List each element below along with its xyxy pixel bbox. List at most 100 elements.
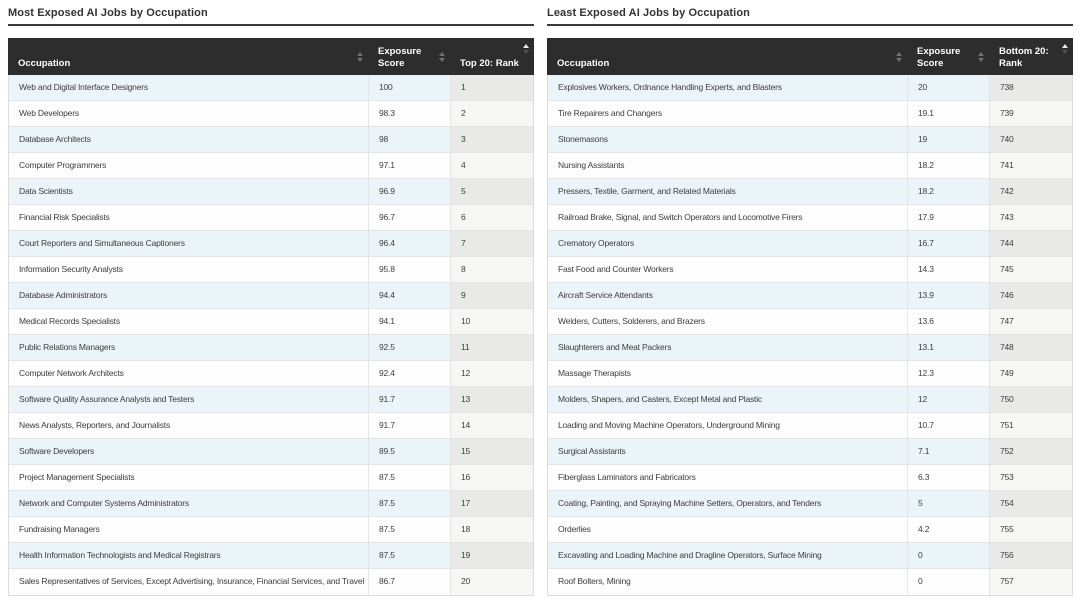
table-row: Computer Programmers 97.1 4 [9,153,533,179]
column-header-exposure-score[interactable]: Exposure Score [368,38,450,75]
score-cell: 19 [907,127,989,152]
column-header-occupation[interactable]: Occupation [547,38,907,75]
rank-cell: 11 [450,335,533,360]
table-row: Excavating and Loading Machine and Dragl… [548,543,1072,569]
rank-cell: 755 [989,517,1072,542]
table-row: Molders, Shapers, and Casters, Except Me… [548,387,1072,413]
table-row: Nursing Assistants 18.2 741 [548,153,1072,179]
score-cell: 13.9 [907,283,989,308]
score-cell: 97.1 [368,153,450,178]
occupation-cell: Aircraft Service Attendants [558,290,653,300]
rank-cell: 752 [989,439,1072,464]
column-header-label: Exposure Score [378,46,422,69]
occupation-cell: Public Relations Managers [19,342,116,352]
occupation-cell: Fundraising Managers [19,524,100,534]
table-row: Database Administrators 94.4 9 [9,283,533,309]
table-row: Stonemasons 19 740 [548,127,1072,153]
score-cell: 92.4 [368,361,450,386]
occupation-cell: Roof Bolters, Mining [558,576,631,586]
occupation-cell: News Analysts, Reporters, and Journalist… [19,420,171,430]
column-header-bottom20-rank[interactable]: Bottom 20: Rank [989,38,1073,75]
rank-cell: 9 [450,283,533,308]
rank-cell: 756 [989,543,1072,568]
occupation-cell: Sales Representatives of Services, Excep… [19,576,365,586]
table-row: Court Reporters and Simultaneous Caption… [9,231,533,257]
rank-cell: 7 [450,231,533,256]
table-row: Health Information Technologists and Med… [9,543,533,569]
table-header-row: Occupation Exposure Score Top 20: Rank [8,38,534,75]
table-body: Explosives Workers, Ordnance Handling Ex… [547,75,1073,596]
score-cell: 92.5 [368,335,450,360]
sort-asc-icon [1062,44,1068,54]
score-cell: 16.7 [907,231,989,256]
rank-cell: 15 [450,439,533,464]
rank-cell: 10 [450,309,533,334]
score-cell: 87.5 [368,543,450,568]
table-row: Software Quality Assurance Analysts and … [9,387,533,413]
table-row: Sales Representatives of Services, Excep… [9,569,533,595]
table-row: Roof Bolters, Mining 0 757 [548,569,1072,595]
occupation-cell: Court Reporters and Simultaneous Caption… [19,238,185,248]
score-cell: 91.7 [368,387,450,412]
table-title-most-exposed: Most Exposed AI Jobs by Occupation [8,0,534,26]
score-cell: 0 [907,543,989,568]
rank-cell: 739 [989,101,1072,126]
score-cell: 86.7 [368,569,450,595]
occupation-cell: Fast Food and Counter Workers [558,264,674,274]
column-header-label: Occupation [557,57,610,69]
column-header-occupation[interactable]: Occupation [8,38,368,75]
score-cell: 87.5 [368,491,450,516]
occupation-cell: Railroad Brake, Signal, and Switch Opera… [558,212,803,222]
rank-cell: 3 [450,127,533,152]
occupation-cell: Software Quality Assurance Analysts and … [19,394,195,404]
rank-cell: 757 [989,569,1072,595]
rank-cell: 14 [450,413,533,438]
least-exposed-table: Occupation Exposure Score Bottom 20: Ran… [547,38,1073,596]
occupation-cell: Computer Network Architects [19,368,124,378]
table-row: Network and Computer Systems Administrat… [9,491,533,517]
score-cell: 96.4 [368,231,450,256]
table-row: Tire Repairers and Changers 19.1 739 [548,101,1072,127]
table-row: Orderlies 4.2 755 [548,517,1072,543]
table-row: Surgical Assistants 7.1 752 [548,439,1072,465]
rank-cell: 5 [450,179,533,204]
occupation-cell: Pressers, Textile, Garment, and Related … [558,186,736,196]
score-cell: 94.4 [368,283,450,308]
rank-cell: 748 [989,335,1072,360]
rank-cell: 753 [989,465,1072,490]
table-row: Software Developers 89.5 15 [9,439,533,465]
column-header-top20-rank[interactable]: Top 20: Rank [450,38,534,75]
score-cell: 12.3 [907,361,989,386]
table-row: Fundraising Managers 87.5 18 [9,517,533,543]
column-header-label: Exposure Score [917,46,961,69]
table-row: Financial Risk Specialists 96.7 6 [9,205,533,231]
table-row: Loading and Moving Machine Operators, Un… [548,413,1072,439]
sort-updown-icon [439,51,445,62]
column-header-exposure-score[interactable]: Exposure Score [907,38,989,75]
sort-asc-icon [523,44,529,54]
sort-updown-icon [896,51,902,62]
occupation-cell: Web Developers [19,108,79,118]
score-cell: 87.5 [368,465,450,490]
score-cell: 10.7 [907,413,989,438]
most-exposed-table: Occupation Exposure Score Top 20: Rank W… [8,38,534,596]
score-cell: 98.3 [368,101,450,126]
table-row: Web Developers 98.3 2 [9,101,533,127]
rank-cell: 749 [989,361,1072,386]
most-exposed-panel: Most Exposed AI Jobs by Occupation Occup… [8,0,534,596]
score-cell: 94.1 [368,309,450,334]
table-row: Aircraft Service Attendants 13.9 746 [548,283,1072,309]
table-row: Project Management Specialists 87.5 16 [9,465,533,491]
score-cell: 13.6 [907,309,989,334]
score-cell: 14.3 [907,257,989,282]
table-row: Coating, Painting, and Spraying Machine … [548,491,1072,517]
table-row: Crematory Operators 16.7 744 [548,231,1072,257]
occupation-cell: Massage Therapists [558,368,631,378]
column-header-label: Occupation [18,57,71,69]
score-cell: 95.8 [368,257,450,282]
score-cell: 96.9 [368,179,450,204]
score-cell: 4.2 [907,517,989,542]
table-row: Web and Digital Interface Designers 100 1 [9,75,533,101]
occupation-cell: Network and Computer Systems Administrat… [19,498,189,508]
